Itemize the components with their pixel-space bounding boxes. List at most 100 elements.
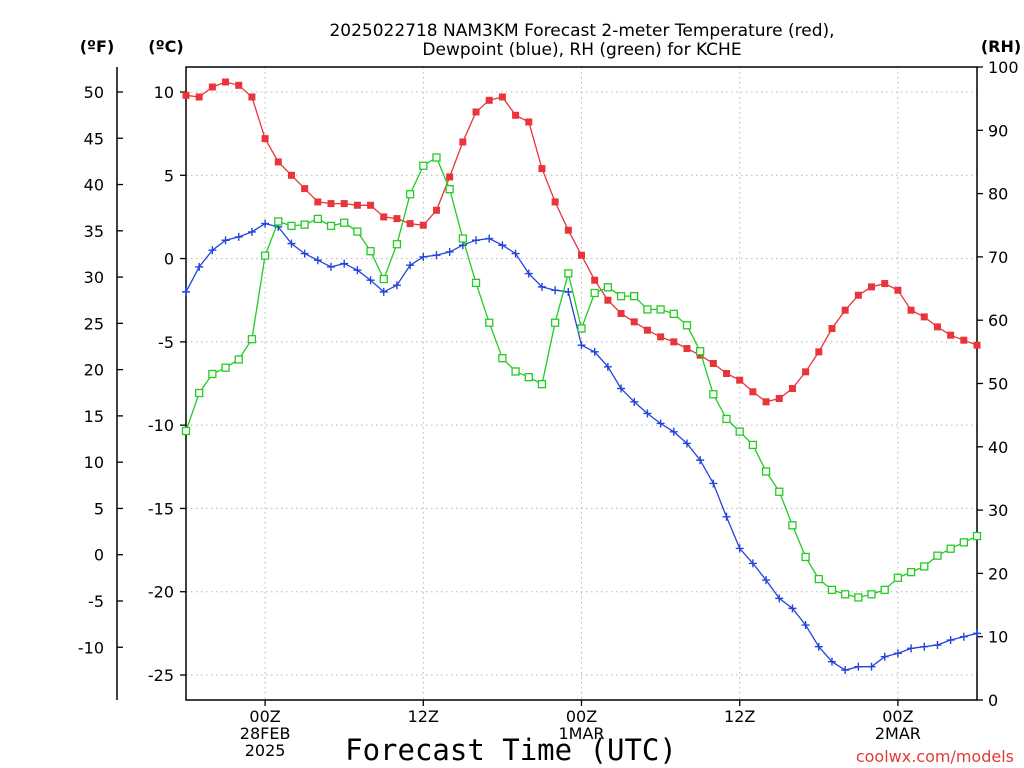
dewpoint-point	[195, 262, 204, 271]
x-tick-label: 12Z	[724, 707, 755, 726]
celsius-tick-label: -5	[158, 333, 174, 352]
dewpoint-point	[537, 282, 546, 291]
rh-point	[498, 354, 507, 363]
dewpoint-point	[827, 657, 836, 666]
temperature-point	[182, 91, 190, 99]
celsius-unit-label: (ºC)	[148, 37, 183, 56]
rh-point	[300, 220, 309, 229]
temperature-point	[208, 83, 216, 91]
rh-tick-label: 30	[988, 501, 1008, 520]
rh-tick-label: 10	[988, 628, 1008, 647]
series-layer	[181, 78, 982, 675]
x-tick-label: 00Z	[882, 707, 913, 726]
temperature-point	[340, 200, 348, 208]
rh-tick-label: 40	[988, 438, 1008, 457]
temperature-point	[854, 291, 862, 299]
dewpoint-point	[406, 261, 415, 270]
temperature-point	[683, 345, 691, 353]
fahrenheit-unit-label: (ºF)	[80, 37, 115, 56]
fahrenheit-tick-label: -10	[78, 638, 104, 657]
temperature-point	[367, 201, 375, 209]
rh-point	[709, 390, 718, 399]
rh-point	[972, 531, 982, 541]
temperature-point	[841, 306, 849, 314]
rh-point	[379, 274, 388, 284]
dewpoint-point	[524, 269, 533, 278]
rh-point	[827, 585, 837, 595]
rh-point	[630, 291, 639, 301]
temperature-point	[617, 310, 625, 318]
temperature-point	[802, 368, 810, 376]
fahrenheit-tick-label: 10	[84, 453, 104, 472]
temperature-point	[301, 185, 309, 193]
temperature-point	[419, 221, 427, 229]
x-tick-label: 12Z	[408, 707, 439, 726]
temperature-point	[551, 198, 559, 206]
rh-point	[195, 388, 204, 398]
rh-point	[181, 426, 191, 436]
rh-tick-label: 100	[988, 58, 1019, 77]
fahrenheit-tick-label: 50	[84, 83, 104, 102]
temperature-point	[274, 158, 282, 166]
rh-point	[696, 347, 705, 356]
fahrenheit-tick-label: 40	[84, 176, 104, 195]
dewpoint-point	[617, 384, 626, 393]
rh-point	[893, 573, 903, 582]
rh-point	[260, 251, 270, 260]
temperature-point	[578, 251, 585, 259]
rh-point	[748, 440, 758, 450]
dewpoint-point	[748, 559, 757, 568]
rh-point	[485, 318, 494, 327]
rh-point	[471, 278, 481, 288]
temperature-point	[881, 280, 889, 288]
rh-point	[458, 234, 468, 243]
fahrenheit-tick-label: 35	[84, 222, 104, 241]
rh-point	[841, 590, 850, 599]
temperature-point	[472, 108, 480, 116]
rh-point	[643, 305, 652, 314]
rh-point	[577, 324, 586, 333]
temperature-point	[287, 171, 295, 179]
temperature-point	[195, 93, 203, 101]
dewpoint-point	[893, 649, 902, 658]
celsius-tick-label: -20	[148, 583, 174, 602]
celsius-tick-label: -15	[148, 499, 174, 518]
watermark: coolwx.com/models	[856, 747, 1014, 766]
temperature-point	[762, 398, 770, 406]
x-tick-label: 1MAR	[558, 724, 604, 743]
rh-point	[524, 373, 533, 382]
temperature-point	[446, 173, 454, 181]
rh-point	[603, 283, 613, 292]
rh-point	[616, 291, 626, 301]
fahrenheit-tick-label: 15	[84, 407, 104, 426]
dewpoint-point	[300, 249, 309, 258]
temperature-point	[868, 283, 876, 291]
dewpoint-point	[603, 362, 612, 371]
celsius-tick-label: 5	[164, 166, 174, 185]
rh-point	[340, 218, 349, 227]
dewpoint-point	[630, 397, 639, 406]
x-tick-label: 2025	[245, 741, 286, 760]
rh-point	[247, 335, 257, 344]
temperature-point	[538, 165, 546, 173]
dewpoint-point	[669, 427, 678, 436]
dewpoint-point	[485, 234, 494, 243]
rh-point	[405, 190, 415, 199]
rh-tick-label: 20	[988, 564, 1008, 583]
dewpoint-point	[854, 662, 863, 671]
rh-point	[234, 355, 243, 364]
temperature-point	[353, 201, 361, 209]
temperature-point	[643, 326, 651, 334]
temperature-point	[235, 81, 243, 89]
rh-point	[366, 247, 375, 256]
temperature-point	[261, 135, 269, 143]
temperature-point	[630, 318, 638, 326]
dewpoint-point	[933, 641, 942, 650]
temperature-point	[459, 138, 467, 146]
rh-tick-label: 80	[988, 185, 1008, 204]
dewpoint-point	[261, 219, 270, 228]
rh-point	[682, 321, 692, 330]
temperature-point	[723, 370, 731, 378]
dewpoint-point	[814, 642, 823, 651]
